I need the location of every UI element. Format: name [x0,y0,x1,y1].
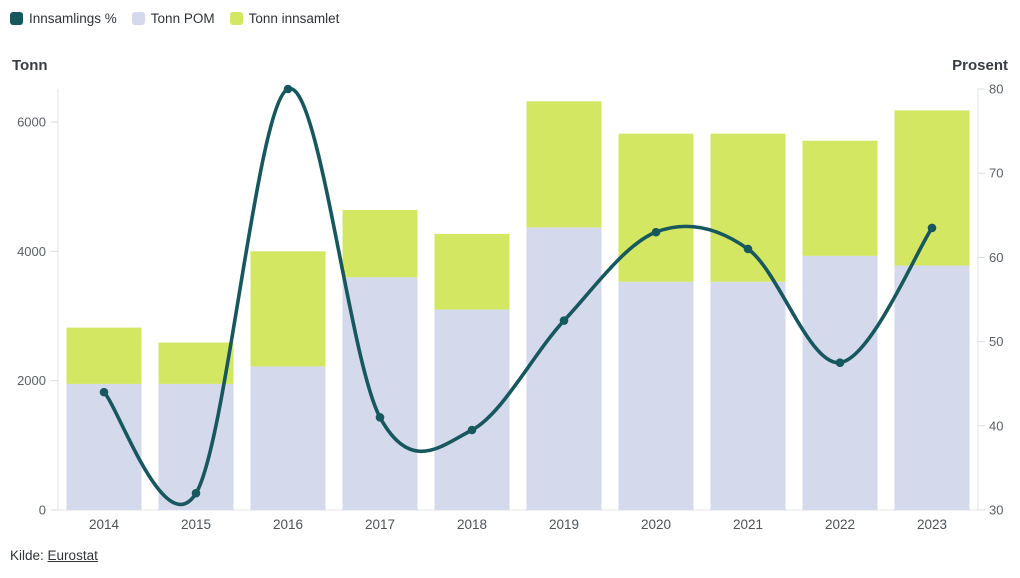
source-label: Kilde: [10,548,44,563]
bar-tonn-pom-2020[interactable] [618,281,694,510]
right-axis-tick-label: 70 [989,166,1003,181]
right-axis-tick-label: 30 [989,503,1003,518]
right-axis-tick-label: 60 [989,250,1003,265]
x-axis-label-2022: 2022 [825,517,855,532]
bar-tonn-innsamlet-2020[interactable] [618,133,694,282]
legend-item-tonn-innsamlet[interactable]: Tonn innsamlet [229,11,340,26]
left-axis-title: Tonn [12,57,48,74]
left-axis-tick-label: 6000 [17,115,46,130]
left-axis-tick-label: 0 [39,503,46,518]
bar-tonn-innsamlet-2016[interactable] [250,251,326,367]
x-axis-label-2016: 2016 [273,517,303,532]
line-point-2015[interactable] [191,488,201,498]
bar-tonn-pom-2023[interactable] [894,265,970,510]
line-point-2022[interactable] [835,358,845,367]
x-axis-label-2017: 2017 [365,517,395,532]
bar-tonn-pom-2017[interactable] [342,277,418,510]
legend-swatch-pom-icon [131,12,145,25]
bar-tonn-pom-2014[interactable] [66,383,142,510]
line-point-2019[interactable] [559,316,569,325]
right-axis-tick-label: 50 [989,334,1003,349]
line-point-2014[interactable] [99,387,109,397]
right-axis-tick-label: 40 [989,418,1003,433]
x-axis-label-2014: 2014 [89,517,120,532]
legend-item-tonn-pom[interactable]: Tonn POM [131,11,215,26]
bar-tonn-pom-2022[interactable] [802,255,878,510]
bar-tonn-pom-2016[interactable] [250,366,326,510]
chart-legend: Innsamlings % Tonn POM Tonn innsamlet [10,11,339,26]
left-axis-tick-label: 2000 [17,373,46,388]
right-axis-tick-label: 80 [989,82,1003,97]
bar-tonn-innsamlet-2019[interactable] [526,101,602,228]
legend-swatch-innsamlet-icon [229,12,243,25]
line-point-2020[interactable] [651,227,661,237]
bar-tonn-innsamlet-2015[interactable] [158,342,234,384]
bar-tonn-innsamlet-2018[interactable] [434,233,510,310]
x-axis-label-2021: 2021 [733,517,763,532]
line-point-2023[interactable] [927,223,937,233]
legend-label-pom: Tonn POM [150,11,215,26]
legend-item-innsamlings-pct[interactable]: Innsamlings % [10,11,117,26]
legend-label-innsamlet: Tonn innsamlet [248,11,340,26]
bar-tonn-innsamlet-2022[interactable] [802,140,878,256]
source-note: Kilde: Eurostat [10,548,98,563]
bar-tonn-innsamlet-2014[interactable] [66,327,142,384]
bar-tonn-pom-2021[interactable] [710,281,786,510]
line-point-2017[interactable] [375,413,385,422]
line-point-2021[interactable] [743,244,753,254]
line-innsamlings-pct[interactable] [102,87,934,507]
line-point-2016[interactable] [283,84,293,94]
bar-tonn-pom-2019[interactable] [526,227,602,510]
right-axis-title: Prosent [952,57,1008,74]
x-axis-label-2019: 2019 [549,517,579,532]
x-axis-label-2018: 2018 [457,517,487,532]
x-axis-label-2015: 2015 [181,517,211,532]
bar-tonn-innsamlet-2017[interactable] [342,209,418,278]
source-link[interactable]: Eurostat [47,548,98,563]
combo-chart: 0 2000 4000 6000 30 40 50 60 70 80 2014 2015 2016 201… [0,80,1020,540]
x-axis-label-2020: 2020 [641,517,671,532]
left-axis-tick-label: 4000 [17,244,46,259]
legend-swatch-innsamlings-icon [10,12,23,25]
bar-tonn-innsamlet-2021[interactable] [710,133,786,282]
chart-svg: 0 2000 4000 6000 30 40 50 60 70 80 2014 2015 2016 201… [17,82,1003,533]
bar-tonn-innsamlet-2023[interactable] [894,110,970,266]
x-axis-label-2023: 2023 [917,517,947,532]
line-point-2018[interactable] [467,425,477,435]
legend-label-innsamlings: Innsamlings % [29,11,117,26]
